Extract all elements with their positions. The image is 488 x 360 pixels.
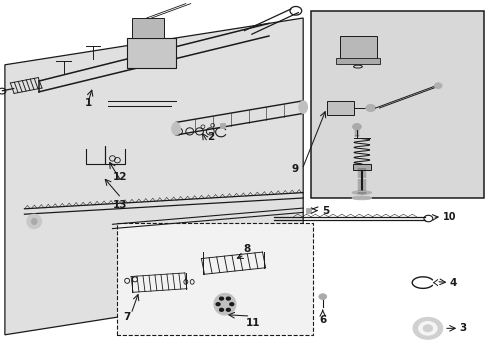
Circle shape — [219, 309, 223, 311]
Text: 9: 9 — [290, 164, 298, 174]
Circle shape — [226, 297, 230, 300]
Bar — [310, 11, 483, 198]
Text: 1: 1 — [84, 98, 91, 108]
Bar — [127, 38, 176, 68]
Text: 6: 6 — [319, 315, 325, 325]
Ellipse shape — [214, 293, 236, 315]
Polygon shape — [5, 18, 303, 335]
Polygon shape — [117, 223, 312, 335]
Circle shape — [433, 83, 441, 89]
Ellipse shape — [412, 318, 442, 339]
Ellipse shape — [422, 325, 432, 332]
Circle shape — [216, 303, 220, 306]
Circle shape — [318, 294, 326, 300]
Text: 5: 5 — [321, 206, 328, 216]
Bar — [132, 18, 163, 38]
Text: 11: 11 — [245, 318, 260, 328]
Bar — [305, 208, 311, 213]
Bar — [335, 58, 379, 64]
Circle shape — [365, 104, 375, 112]
Circle shape — [352, 123, 361, 130]
Bar — [326, 101, 353, 115]
Text: 2: 2 — [206, 132, 213, 142]
Bar — [220, 123, 224, 128]
Bar — [339, 36, 376, 59]
Ellipse shape — [171, 122, 180, 135]
Text: 10: 10 — [442, 212, 455, 222]
Circle shape — [219, 297, 223, 300]
Bar — [352, 164, 370, 170]
Circle shape — [229, 303, 233, 306]
Text: 12: 12 — [112, 172, 127, 182]
Text: 13: 13 — [112, 200, 127, 210]
Ellipse shape — [418, 321, 436, 335]
Ellipse shape — [351, 191, 371, 194]
Ellipse shape — [27, 214, 41, 229]
Ellipse shape — [31, 218, 37, 225]
Circle shape — [226, 309, 230, 311]
Ellipse shape — [298, 101, 307, 113]
Text: 3: 3 — [459, 323, 466, 333]
Ellipse shape — [351, 196, 371, 200]
Text: 7: 7 — [123, 312, 131, 322]
Text: 4: 4 — [449, 278, 456, 288]
Text: 8: 8 — [243, 244, 250, 254]
